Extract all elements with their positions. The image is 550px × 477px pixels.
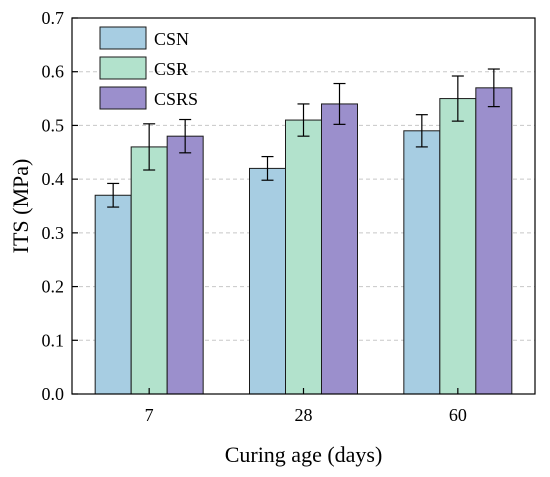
y-tick-label: 0.3: [42, 223, 65, 243]
legend-swatch-csrs: [99, 86, 147, 110]
x-axis: 7 28 60: [145, 388, 467, 425]
y-tick-label: 0.0: [42, 384, 65, 404]
bar-csn-28: [249, 167, 286, 395]
legend-swatch-csr: [99, 56, 147, 80]
y-tick-label: 0.1: [42, 330, 65, 350]
y-tick-label: 0.2: [42, 277, 65, 297]
x-tick-label: 60: [449, 405, 467, 425]
bar-csn-7: [94, 194, 132, 395]
bar-csrs-28: [321, 103, 358, 395]
bar-csr-60: [439, 98, 477, 395]
y-tick-label: 0.5: [42, 115, 65, 135]
legend-label-csn: CSN: [154, 29, 189, 49]
legend-swatch-csn: [99, 26, 147, 50]
x-tick-label: 7: [145, 405, 154, 425]
bar-csr-28: [285, 119, 322, 395]
bar-csn-60: [403, 130, 441, 395]
y-axis-title: ITS (MPa): [8, 159, 33, 254]
error-bars: [107, 68, 500, 208]
bar-csr-7: [130, 146, 168, 395]
bar-csrs-7: [166, 135, 204, 395]
bar-csrs-60: [475, 87, 513, 395]
y-axis: 0.0 0.1 0.2 0.3 0.4 0.5 0.6 0.7: [42, 8, 78, 404]
x-tick-label: 28: [295, 405, 313, 425]
x-axis-title: Curing age (days): [225, 442, 383, 467]
y-tick-label: 0.4: [42, 169, 65, 189]
y-tick-label: 0.7: [42, 8, 65, 28]
y-tick-label: 0.6: [42, 62, 65, 82]
legend: CSN CSR CSRS: [99, 26, 198, 110]
legend-label-csrs: CSRS: [154, 89, 198, 109]
legend-label-csr: CSR: [154, 59, 188, 79]
